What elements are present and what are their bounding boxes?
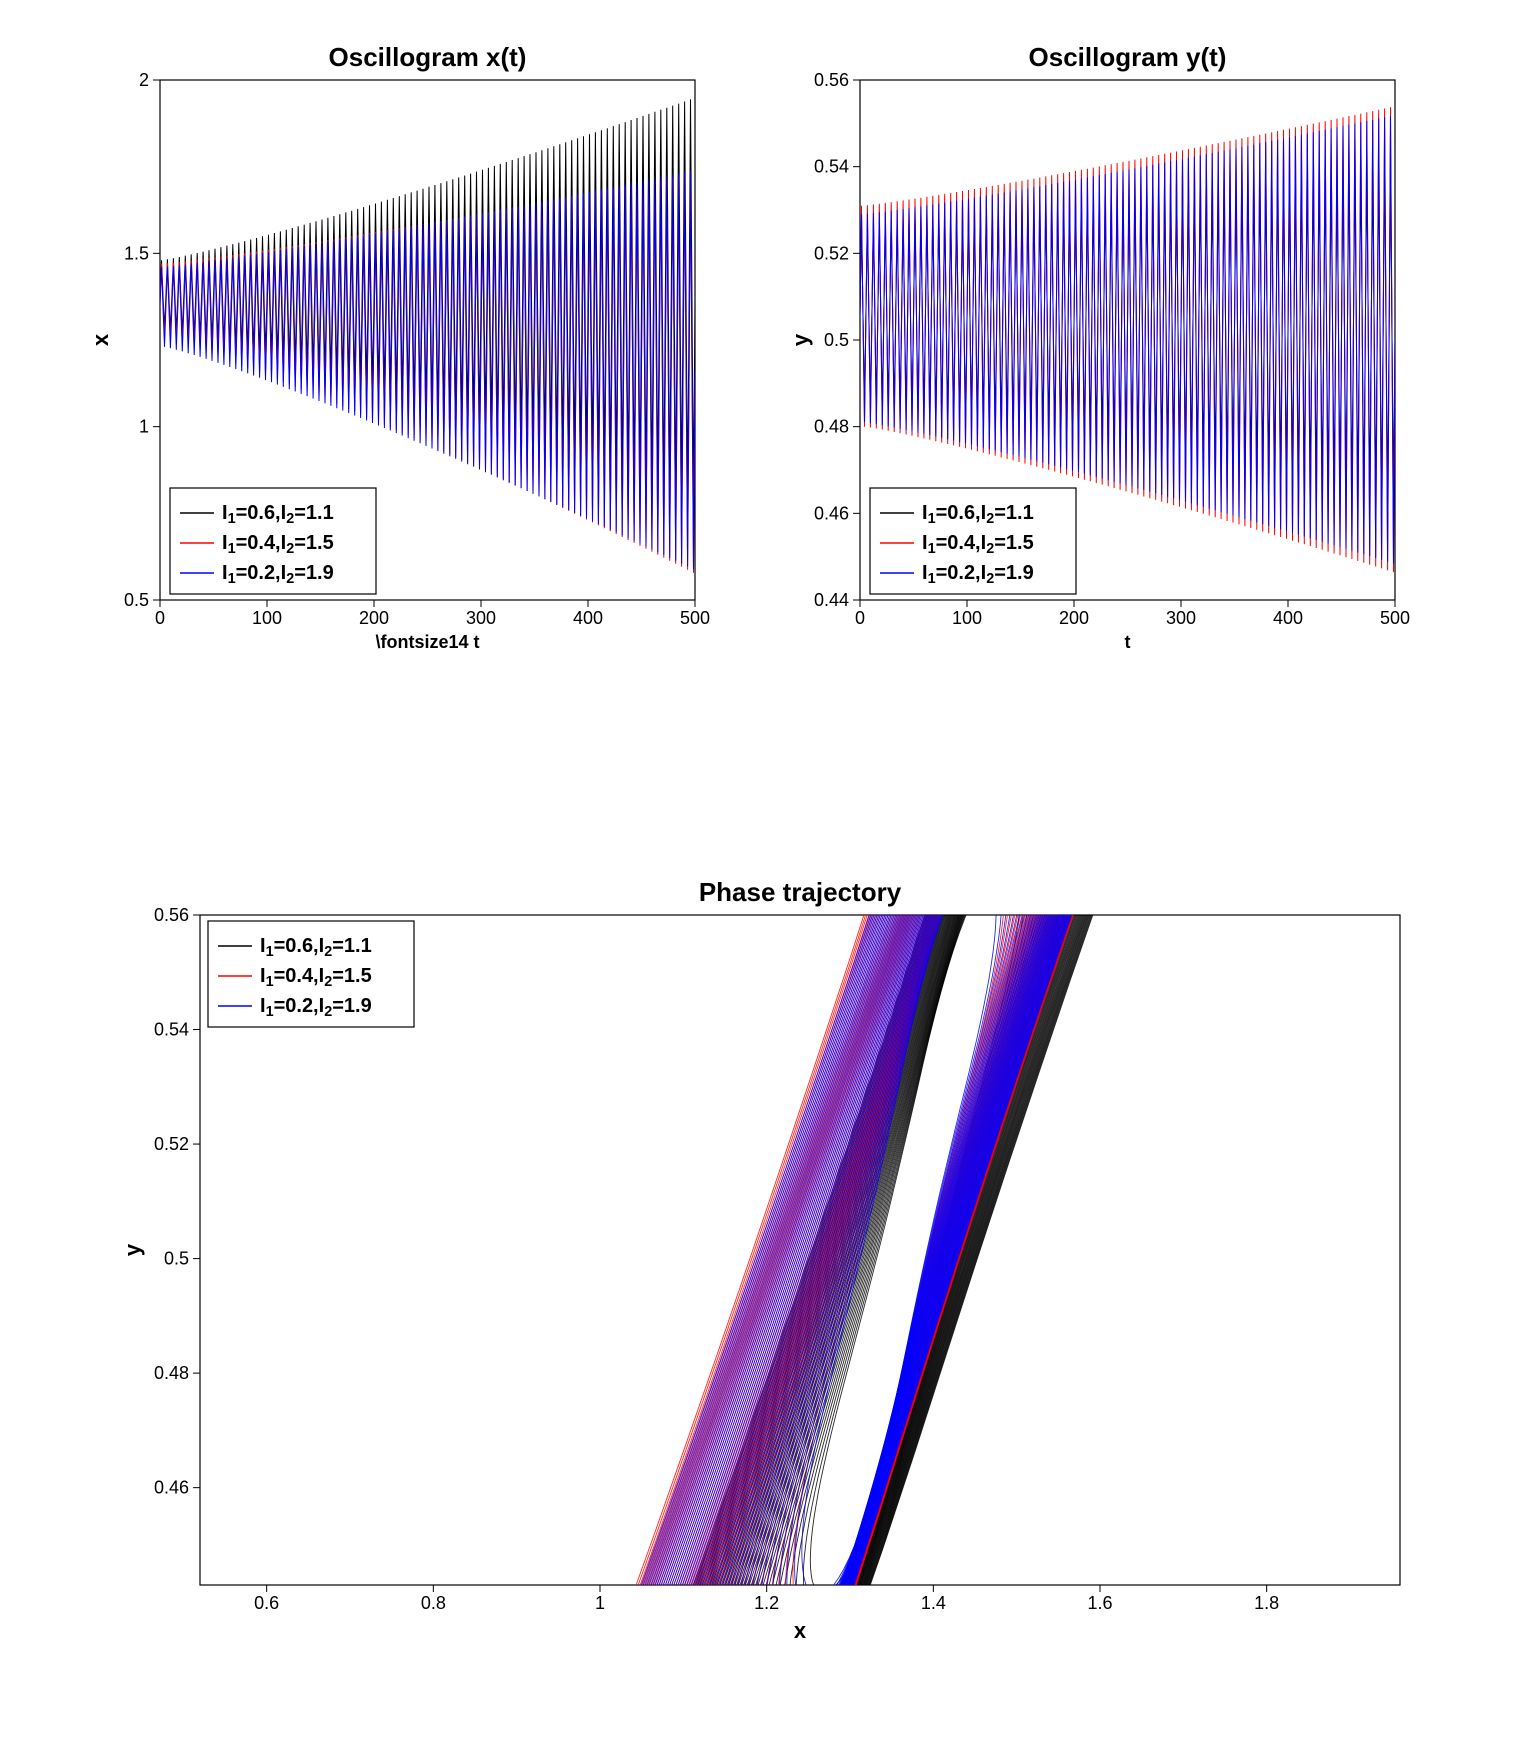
svg-text:200: 200	[1059, 608, 1089, 628]
svg-text:1.8: 1.8	[1254, 1593, 1279, 1613]
svg-text:300: 300	[466, 608, 496, 628]
svg-text:I1=0.2,I2=1.9: I1=0.2,I2=1.9	[222, 562, 334, 587]
x-axis-label: \fontsize14 t	[375, 632, 479, 652]
svg-text:0.54: 0.54	[154, 1020, 189, 1040]
svg-text:1.5: 1.5	[124, 243, 149, 263]
svg-text:1.6: 1.6	[1087, 1593, 1112, 1613]
svg-text:I1=0.2,I2=1.9: I1=0.2,I2=1.9	[260, 995, 372, 1020]
phase-loop	[364, 870, 1420, 1650]
plot-oscillogram-yt: Oscillogram y(t) 0 100 200 300 400 500 0.44 0.46…	[790, 40, 1410, 660]
svg-text:2: 2	[139, 70, 149, 90]
y-axis-label: y	[790, 333, 813, 346]
svg-text:0.6: 0.6	[254, 1593, 279, 1613]
svg-text:I1=0.4,I2=1.5: I1=0.4,I2=1.5	[260, 965, 372, 990]
svg-text:1.4: 1.4	[921, 1593, 946, 1613]
svg-text:0.56: 0.56	[814, 70, 849, 90]
phase-loop	[434, 870, 1367, 1650]
svg-text:I1=0.6,I2=1.1: I1=0.6,I2=1.1	[922, 502, 1034, 527]
svg-text:300: 300	[1166, 608, 1196, 628]
svg-text:400: 400	[1273, 608, 1303, 628]
figure-page: Oscillogram x(t) 0 100 200 300 400 500 0.5 1 1.5 2…	[0, 0, 1516, 1740]
svg-text:200: 200	[359, 608, 389, 628]
phase-loop	[426, 870, 1376, 1650]
svg-text:I1=0.6,I2=1.1: I1=0.6,I2=1.1	[222, 502, 334, 527]
svg-text:0.5: 0.5	[824, 330, 849, 350]
svg-text:I1=0.4,I2=1.5: I1=0.4,I2=1.5	[922, 532, 1034, 557]
phase-loop	[390, 870, 1407, 1650]
svg-text:I1=0.6,I2=1.1: I1=0.6,I2=1.1	[260, 935, 372, 960]
svg-text:400: 400	[573, 608, 603, 628]
svg-text:0.56: 0.56	[154, 905, 189, 925]
plot-phase-trajectory: Phase trajectory 0.6 0.8 1 1.2 1.4 1.6 1.8 0.46 0…	[120, 870, 1420, 1650]
y-axis-label: y	[120, 1243, 145, 1256]
svg-text:0.5: 0.5	[124, 590, 149, 610]
svg-text:0.52: 0.52	[154, 1134, 189, 1154]
svg-text:I1=0.4,I2=1.5: I1=0.4,I2=1.5	[222, 532, 334, 557]
svg-text:0.54: 0.54	[814, 157, 849, 177]
svg-text:0.44: 0.44	[814, 590, 849, 610]
chart-title: Oscillogram y(t)	[1029, 42, 1227, 72]
y-axis-label: x	[90, 333, 113, 346]
plot-oscillogram-xt: Oscillogram x(t) 0 100 200 300 400 500 0.5 1 1.5 2…	[90, 40, 710, 660]
svg-text:1.2: 1.2	[754, 1593, 779, 1613]
svg-text:I1=0.2,I2=1.9: I1=0.2,I2=1.9	[922, 562, 1034, 587]
svg-text:100: 100	[252, 608, 282, 628]
svg-text:0.48: 0.48	[154, 1363, 189, 1383]
svg-text:0.46: 0.46	[814, 503, 849, 523]
svg-text:0.52: 0.52	[814, 243, 849, 263]
svg-text:0.48: 0.48	[814, 417, 849, 437]
phase-loop	[373, 870, 1420, 1650]
svg-text:100: 100	[952, 608, 982, 628]
svg-text:0.5: 0.5	[164, 1249, 189, 1269]
chart-title: Oscillogram x(t)	[329, 42, 527, 72]
svg-text:500: 500	[680, 608, 710, 628]
svg-text:0.8: 0.8	[421, 1593, 446, 1613]
svg-text:0: 0	[155, 608, 165, 628]
chart-title: Phase trajectory	[699, 877, 902, 907]
svg-text:0.46: 0.46	[154, 1478, 189, 1498]
svg-text:1: 1	[139, 417, 149, 437]
svg-text:500: 500	[1380, 608, 1410, 628]
svg-text:0: 0	[855, 608, 865, 628]
svg-text:1: 1	[595, 1593, 605, 1613]
x-axis-label: t	[1125, 632, 1131, 652]
x-axis-label: x	[794, 1618, 807, 1643]
